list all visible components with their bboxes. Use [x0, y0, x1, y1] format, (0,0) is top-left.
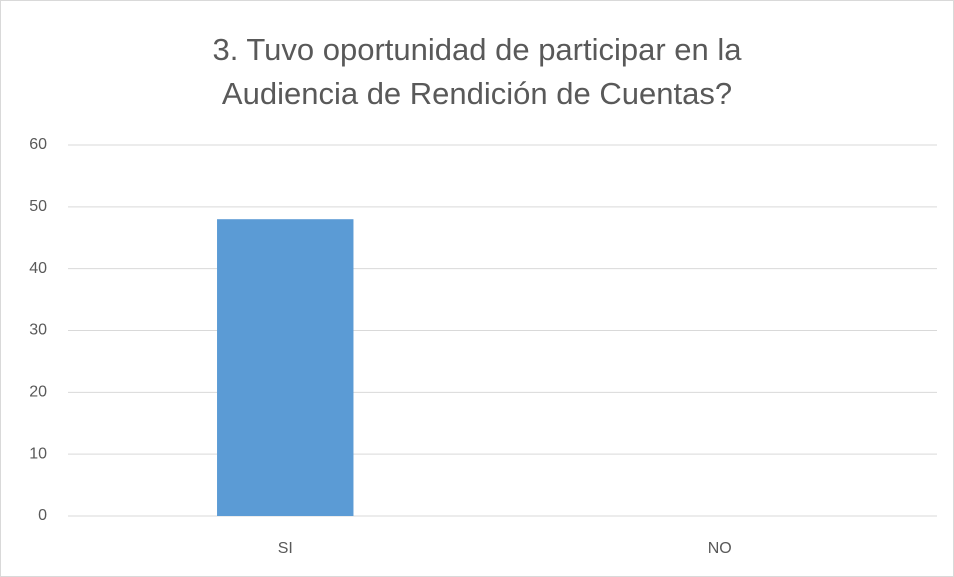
chart-title: 3. Tuvo oportunidad de participar en la … — [212, 32, 742, 111]
x-tick-label: NO — [708, 540, 732, 557]
x-tick-label: SI — [278, 540, 293, 557]
y-tick-label: 50 — [29, 198, 47, 215]
y-tick-label: 40 — [29, 260, 47, 277]
y-tick-label: 0 — [38, 507, 47, 524]
y-tick-label: 60 — [29, 136, 47, 153]
y-tick-label: 30 — [29, 322, 47, 339]
bar — [217, 219, 354, 516]
y-tick-label: 20 — [29, 384, 47, 401]
y-tick-label: 10 — [29, 445, 47, 462]
